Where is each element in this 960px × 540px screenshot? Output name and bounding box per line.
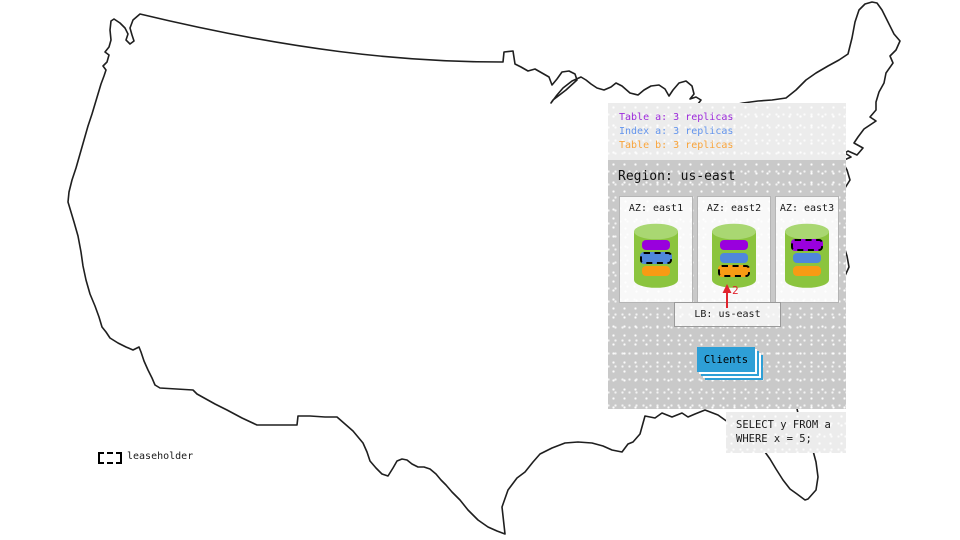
replica-bar-table-b bbox=[642, 266, 670, 276]
leaseholder-key-label: leaseholder bbox=[127, 451, 194, 462]
az-row: AZ: east1 AZ: east2 AZ: east3 bbox=[619, 196, 839, 303]
routing-step-number: 2 bbox=[732, 284, 739, 297]
az-box-3: AZ: east3 bbox=[775, 196, 839, 303]
replica-bar-index-a bbox=[793, 253, 821, 263]
legend-item-table-b: Table b: 3 replicas bbox=[619, 140, 734, 151]
az-label: AZ: east3 bbox=[779, 203, 835, 214]
az-label: AZ: east2 bbox=[706, 203, 762, 214]
leaseholder-swatch-icon bbox=[98, 452, 122, 464]
az-box-2: AZ: east2 bbox=[697, 196, 771, 303]
routing-arrow-icon bbox=[722, 284, 732, 308]
clients-label: Clients bbox=[703, 353, 749, 366]
legend-item-index-a: Index a: 3 replicas bbox=[619, 126, 734, 137]
replica-bar-index-a bbox=[720, 253, 748, 263]
az-box-1: AZ: east1 bbox=[619, 196, 693, 303]
az-label: AZ: east1 bbox=[628, 203, 684, 214]
legend-item-table-a: Table a: 3 replicas bbox=[619, 112, 734, 123]
replica-bars bbox=[718, 240, 750, 279]
replica-bar-table-b bbox=[793, 266, 821, 276]
load-balancer-label: LB: us-east bbox=[694, 309, 761, 320]
replica-bar-table-a bbox=[720, 240, 748, 250]
sql-query-box: SELECT y FROM a WHERE x = 5; bbox=[726, 412, 846, 453]
replica-bar-index-a-leaseholder bbox=[640, 252, 672, 264]
replica-legend-panel: Table a: 3 replicas Index a: 3 replicas … bbox=[608, 103, 846, 160]
replica-bars bbox=[791, 239, 823, 279]
clients-button: Clients bbox=[697, 347, 755, 372]
load-balancer-box: LB: us-east bbox=[674, 302, 781, 327]
replica-bar-table-a bbox=[642, 240, 670, 250]
replica-bar-table-a-leaseholder bbox=[791, 239, 823, 251]
region-title: Region: us-east bbox=[618, 169, 736, 184]
replica-bar-table-b-leaseholder bbox=[718, 265, 750, 277]
replica-bars bbox=[640, 240, 672, 279]
